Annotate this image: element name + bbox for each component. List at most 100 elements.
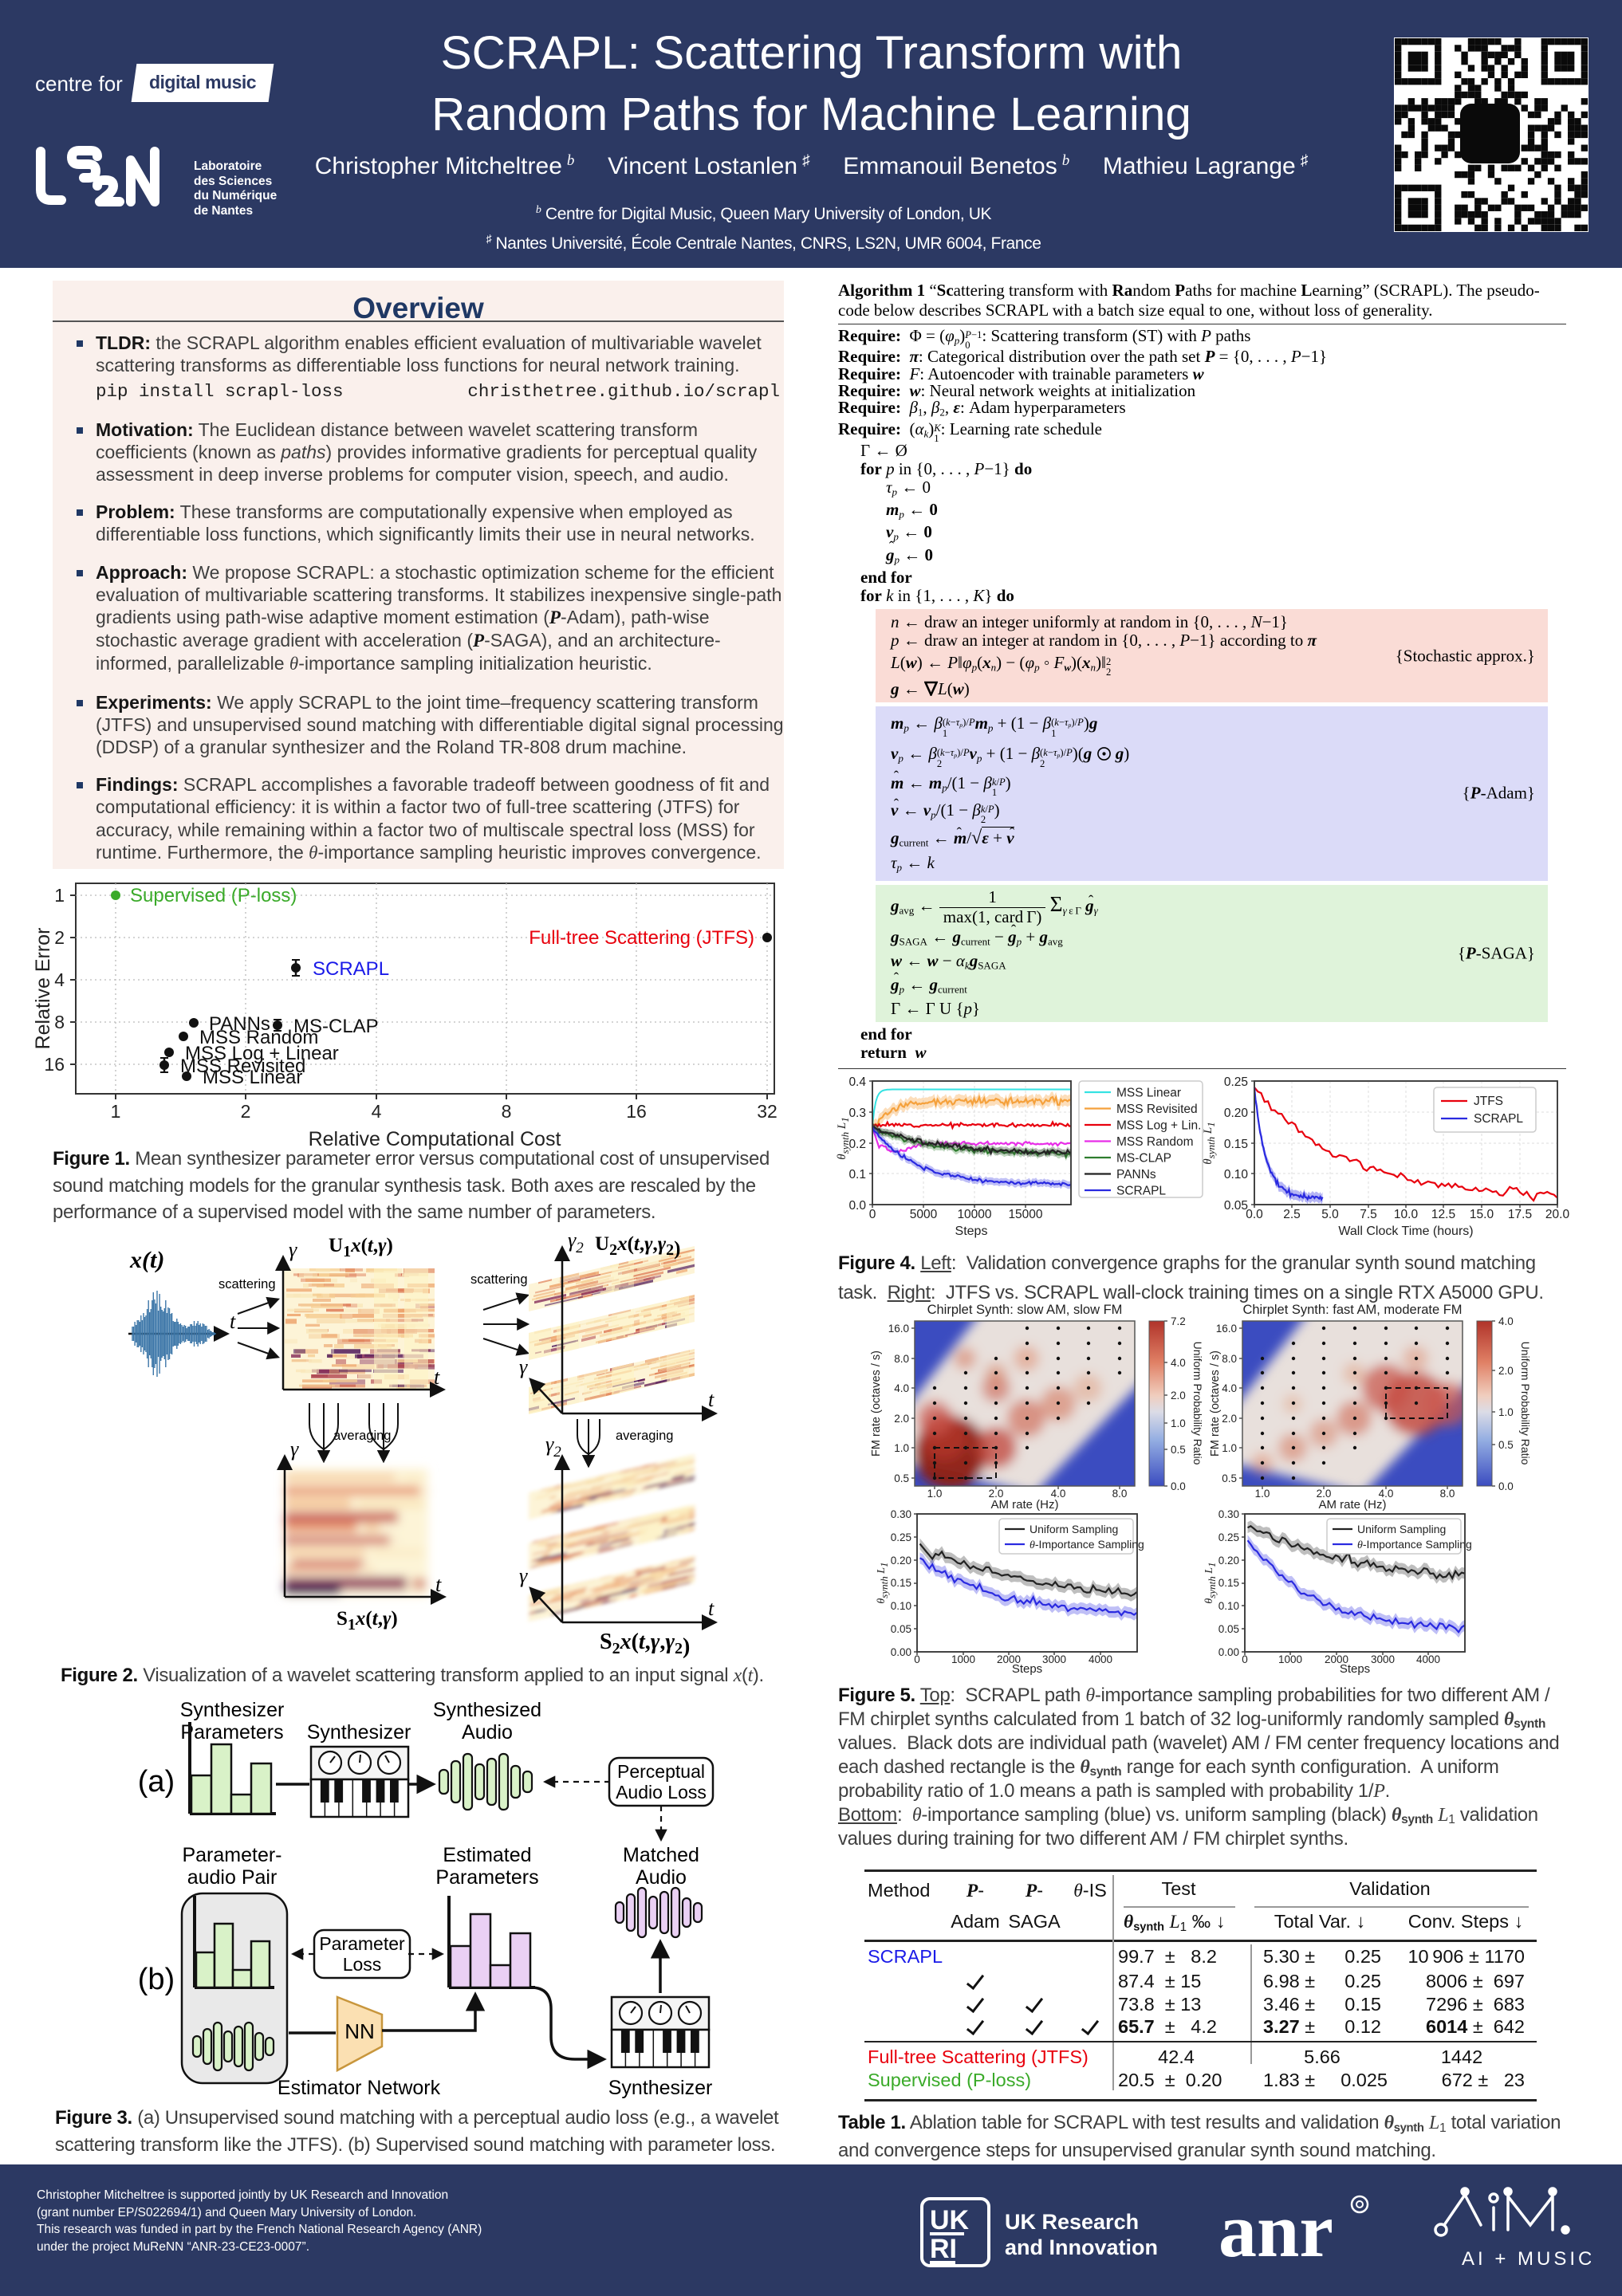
svg-text:0.0: 0.0 <box>1246 1208 1263 1221</box>
svg-text:1: 1 <box>111 1101 121 1122</box>
svg-text:Steps: Steps <box>955 1225 988 1238</box>
svg-text:5.0: 5.0 <box>1321 1208 1339 1221</box>
svg-text:Synthesizer: Synthesizer <box>307 1721 411 1744</box>
svg-text:8.0: 8.0 <box>894 1353 909 1365</box>
svg-text:FM rate (octaves / s): FM rate (octaves / s) <box>870 1350 883 1457</box>
svg-text:5000: 5000 <box>910 1208 938 1221</box>
svg-text:0.05: 0.05 <box>1218 1623 1239 1635</box>
svg-text:0.25: 0.25 <box>1224 1075 1248 1089</box>
svg-text:2: 2 <box>54 927 65 948</box>
svg-text:Supervised (P-loss): Supervised (P-loss) <box>130 885 297 906</box>
svg-text:t: t <box>434 1366 440 1389</box>
svg-text:0.25: 0.25 <box>1218 1531 1239 1543</box>
svg-text:SCRAPL: SCRAPL <box>1474 1112 1523 1126</box>
svg-text:SCRAPL: SCRAPL <box>1116 1185 1166 1198</box>
svg-text:Chirplet Synth: fast AM, moder: Chirplet Synth: fast AM, moderate FM <box>1242 1303 1462 1317</box>
svg-text:θ-Importance Sampling: θ-Importance Sampling <box>1029 1538 1144 1551</box>
svg-text:Synthesizer: Synthesizer <box>608 2077 713 2099</box>
svg-text:4.0: 4.0 <box>1051 1488 1066 1500</box>
svg-text:10.0: 10.0 <box>1394 1208 1419 1221</box>
svg-text:0.20: 0.20 <box>891 1555 911 1567</box>
svg-text:2000: 2000 <box>1325 1653 1348 1665</box>
svg-text:2: 2 <box>241 1101 251 1122</box>
svg-text:7.5: 7.5 <box>1360 1208 1377 1221</box>
svg-text:4000: 4000 <box>1089 1653 1112 1665</box>
svg-text:θsynth L1: θsynth L1 <box>1203 1562 1218 1603</box>
svg-text:0.25: 0.25 <box>891 1531 911 1543</box>
svg-text:Perceptual: Perceptual <box>617 1761 705 1782</box>
svg-text:1.0: 1.0 <box>1222 1442 1237 1454</box>
svg-text:0.4: 0.4 <box>848 1075 866 1089</box>
svg-text:S2x(t,γ,γ2): S2x(t,γ,γ2) <box>600 1630 690 1659</box>
svg-text:Matched: Matched <box>623 1844 699 1866</box>
svg-text:γ: γ <box>289 1238 297 1261</box>
svg-text:AM rate (Hz): AM rate (Hz) <box>990 1498 1058 1512</box>
svg-text:MSS Linear: MSS Linear <box>203 1067 302 1088</box>
svg-text:averaging: averaging <box>333 1429 391 1443</box>
svg-text:1.0: 1.0 <box>927 1488 943 1500</box>
svg-text:0.10: 0.10 <box>1224 1168 1249 1181</box>
svg-text:Steps: Steps <box>1012 1662 1042 1676</box>
svg-text:0.0: 0.0 <box>1171 1480 1186 1492</box>
svg-text:0.10: 0.10 <box>891 1600 911 1612</box>
svg-text:UK: UK <box>930 2205 970 2235</box>
svg-text:SCRAPL: SCRAPL <box>313 958 389 980</box>
svg-text:Uniform Sampling: Uniform Sampling <box>1357 1523 1446 1535</box>
svg-text:U1x(t,γ): U1x(t,γ) <box>329 1235 393 1260</box>
svg-text:Audio: Audio <box>462 1721 513 1744</box>
svg-text:MS-CLAP: MS-CLAP <box>1116 1152 1171 1166</box>
svg-text:16: 16 <box>626 1101 647 1122</box>
svg-text:4: 4 <box>54 969 65 990</box>
svg-text:averaging: averaging <box>616 1429 673 1443</box>
svg-text:3000: 3000 <box>1042 1653 1066 1665</box>
svg-text:AI + MUSIC: AI + MUSIC <box>1462 2248 1591 2270</box>
svg-text:0.10: 0.10 <box>1218 1600 1239 1612</box>
svg-text:FM rate (octaves / s): FM rate (octaves / s) <box>1209 1350 1222 1457</box>
svg-text:scattering: scattering <box>470 1272 528 1287</box>
svg-text:0.15: 0.15 <box>1224 1138 1248 1151</box>
svg-text:Synthesizer: Synthesizer <box>180 1702 285 1721</box>
svg-text:scattering: scattering <box>218 1277 276 1292</box>
svg-text:16.0: 16.0 <box>1216 1323 1237 1335</box>
svg-text:Uniform Sampling: Uniform Sampling <box>1029 1523 1118 1535</box>
svg-text:0: 0 <box>914 1653 920 1665</box>
svg-text:2.0: 2.0 <box>989 1488 1004 1500</box>
svg-text:γ: γ <box>519 1564 528 1587</box>
svg-text:1: 1 <box>54 885 65 906</box>
svg-text:8.0: 8.0 <box>1222 1353 1237 1365</box>
svg-text:4: 4 <box>372 1101 382 1122</box>
svg-text:Parameters: Parameters <box>435 1866 538 1889</box>
svg-text:8.0: 8.0 <box>1112 1488 1128 1500</box>
svg-text:2.0: 2.0 <box>1498 1365 1514 1377</box>
svg-text:PANNs: PANNs <box>209 1013 270 1035</box>
svg-text:t: t <box>435 1573 442 1596</box>
svg-text:16.0: 16.0 <box>888 1323 909 1335</box>
svg-text:3000: 3000 <box>1371 1653 1395 1665</box>
svg-text:θsynth L1: θsynth L1 <box>1202 1122 1217 1164</box>
svg-text:Audio: Audio <box>636 1866 687 1889</box>
svg-text:0.15: 0.15 <box>891 1577 911 1589</box>
svg-text:RI: RI <box>930 2234 957 2264</box>
svg-text:32: 32 <box>757 1101 778 1122</box>
svg-text:Estimator Network: Estimator Network <box>278 2077 441 2099</box>
svg-text:1000: 1000 <box>1278 1653 1302 1665</box>
svg-text:0.5: 0.5 <box>1171 1444 1186 1456</box>
svg-text:4.0: 4.0 <box>1379 1488 1394 1500</box>
svg-text:JTFS: JTFS <box>1474 1095 1503 1108</box>
svg-text:8: 8 <box>54 1012 65 1032</box>
svg-text:MSS Log + Linear: MSS Log + Linear <box>185 1043 339 1064</box>
svg-text:Parameter: Parameter <box>319 1933 405 1954</box>
svg-text:Parameters: Parameters <box>180 1721 283 1744</box>
svg-text:γ2: γ2 <box>568 1234 584 1256</box>
svg-text:γ: γ <box>290 1437 299 1461</box>
svg-text:2000: 2000 <box>997 1653 1021 1665</box>
svg-text:1000: 1000 <box>951 1653 975 1665</box>
svg-text:AM rate (Hz): AM rate (Hz) <box>1318 1498 1386 1512</box>
svg-text:audio Pair: audio Pair <box>187 1866 278 1889</box>
svg-text:4.0: 4.0 <box>1498 1315 1514 1327</box>
svg-text:(a): (a) <box>138 1765 175 1799</box>
svg-text:2.0: 2.0 <box>1317 1488 1332 1500</box>
svg-text:Synthesized: Synthesized <box>433 1702 541 1721</box>
svg-text:2.0: 2.0 <box>894 1413 909 1425</box>
svg-text:4000: 4000 <box>1416 1653 1440 1665</box>
